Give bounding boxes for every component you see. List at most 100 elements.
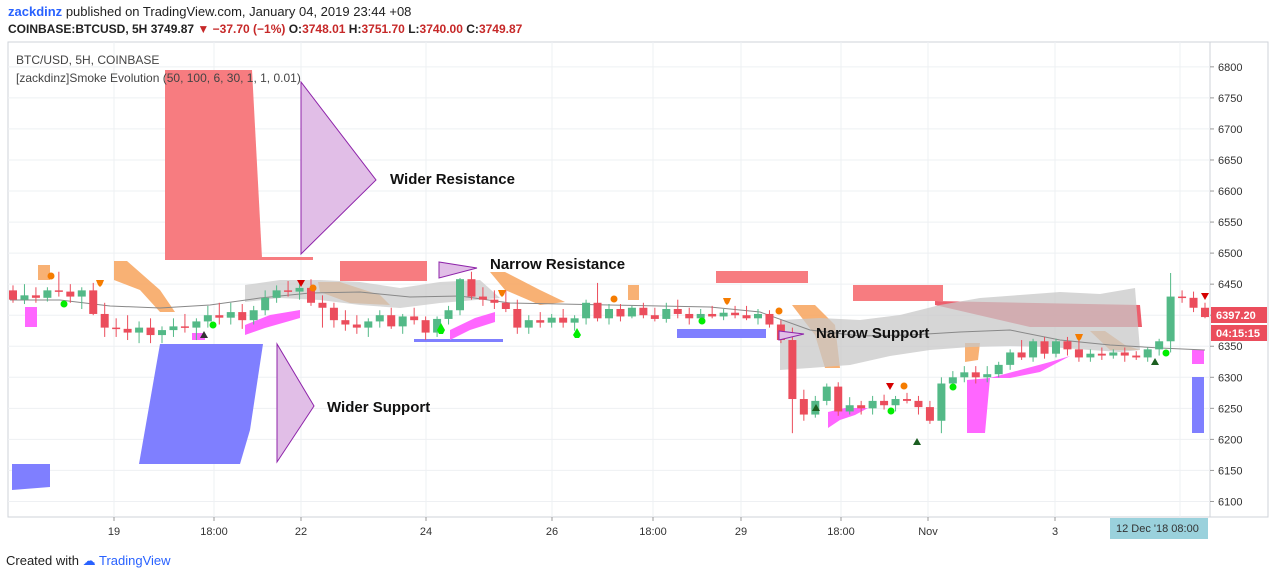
- candle-body: [66, 291, 75, 297]
- candle-body: [1178, 296, 1187, 299]
- candle-body: [765, 313, 774, 325]
- candle: [1040, 336, 1049, 359]
- candle-body: [31, 295, 40, 298]
- candle: [272, 285, 281, 303]
- zones: [10, 70, 1206, 490]
- candle-body: [925, 407, 934, 421]
- candle: [673, 299, 682, 319]
- created-with-text: Created with: [6, 553, 79, 568]
- candle: [765, 310, 774, 328]
- candle: [1017, 340, 1026, 360]
- candle-body: [1063, 341, 1072, 350]
- candle-body: [845, 405, 854, 412]
- last-price-value: 6397.20: [1216, 310, 1256, 322]
- candle-body: [971, 372, 980, 378]
- candle: [203, 305, 212, 328]
- candle-body: [650, 315, 659, 319]
- candle: [937, 377, 946, 434]
- tradingview-logo-icon: ☁: [82, 553, 96, 568]
- resistance-zone-4: [853, 285, 943, 301]
- candle: [410, 307, 419, 325]
- publish-text: published on TradingView.com, January 04…: [65, 4, 412, 19]
- open-value: 3748.01: [302, 22, 346, 36]
- candle-body: [215, 315, 224, 318]
- candle-body: [605, 308, 613, 319]
- annotation-narrow-resistance: Narrow Resistance: [490, 256, 625, 273]
- candle: [158, 326, 166, 344]
- candle-body: [1155, 341, 1164, 350]
- candle: [1166, 272, 1175, 353]
- orange-block-1: [38, 265, 50, 280]
- candle-body: [180, 326, 189, 328]
- candle: [192, 318, 201, 341]
- candle-body: [639, 307, 648, 316]
- open-label: O:: [288, 22, 303, 36]
- buy-pentagon: [437, 323, 445, 334]
- support-zone-right: [1192, 377, 1204, 433]
- wider-resistance-arrow: [300, 80, 377, 256]
- x-tick-label: 24: [420, 526, 432, 538]
- candle: [284, 281, 293, 297]
- chart-frame: [7, 41, 1269, 518]
- candle: [318, 295, 327, 328]
- candle-body: [9, 290, 17, 300]
- candle: [513, 299, 522, 334]
- candle: [868, 395, 877, 415]
- x-tick-label: 29: [735, 526, 747, 538]
- candle-body: [1086, 353, 1095, 358]
- high-value: 3751.70: [361, 22, 405, 36]
- magenta-block-3: [1192, 350, 1204, 364]
- candle: [20, 284, 29, 305]
- y-tick-label: 6650: [1218, 155, 1242, 167]
- author-link[interactable]: zackdinz: [8, 4, 63, 19]
- candle: [226, 302, 235, 325]
- candle: [822, 383, 831, 406]
- price-axis[interactable]: 6100615062006250630063506400645065006550…: [1210, 62, 1242, 509]
- candle: [1143, 347, 1152, 362]
- symbol-label: COINBASE:BTCUSD, 5H: [8, 22, 148, 36]
- candle: [295, 284, 304, 300]
- candle-body: [261, 297, 270, 311]
- candle-body: [742, 315, 751, 319]
- candle-body: [1029, 341, 1038, 358]
- candle-body: [444, 310, 453, 319]
- candle-body: [135, 327, 144, 333]
- candle-body: [616, 308, 625, 317]
- candle-body: [754, 313, 762, 319]
- candle-body: [54, 290, 63, 292]
- candle-body: [272, 290, 281, 298]
- annotation-wider-resistance: Wider Resistance: [390, 171, 515, 188]
- time-axis[interactable]: 19 18:00 22 24 26 18:00 29 18:00 Nov 3: [108, 517, 1058, 538]
- candle: [971, 366, 980, 384]
- candle-body: [1166, 296, 1175, 342]
- candle: [650, 307, 659, 322]
- candle: [570, 315, 579, 331]
- candle: [685, 307, 694, 325]
- candle-body: [857, 405, 866, 409]
- price-change: −37.70 (−1%): [212, 22, 286, 36]
- candle: [261, 290, 270, 316]
- candle: [547, 313, 556, 328]
- candle-body: [284, 290, 293, 292]
- x-tick-label: 26: [546, 526, 558, 538]
- footer: Created with ☁ TradingView: [6, 553, 171, 569]
- candle-body: [43, 290, 52, 298]
- candle: [731, 305, 740, 319]
- last-price-tag: 6397.20 04:15:15: [1211, 307, 1267, 341]
- ohlc-bar: COINBASE:BTCUSD, 5H 3749.87 ▼ −37.70 (−1…: [8, 22, 522, 36]
- candle-body: [307, 287, 315, 303]
- tradingview-link[interactable]: TradingView: [99, 553, 171, 568]
- candle: [742, 305, 751, 321]
- candle-body: [123, 328, 132, 333]
- candle-body: [960, 372, 969, 378]
- candle-body: [1189, 297, 1198, 308]
- annotation-narrow-support: Narrow Support: [816, 325, 929, 342]
- sell-pentagon: [498, 290, 506, 297]
- candle-body: [1006, 352, 1015, 365]
- candle-body: [169, 326, 178, 331]
- candle-body: [341, 320, 350, 325]
- down-arrow-icon: ▼: [197, 22, 210, 36]
- candle-body: [352, 324, 361, 328]
- x-tick-label: 19: [108, 526, 120, 538]
